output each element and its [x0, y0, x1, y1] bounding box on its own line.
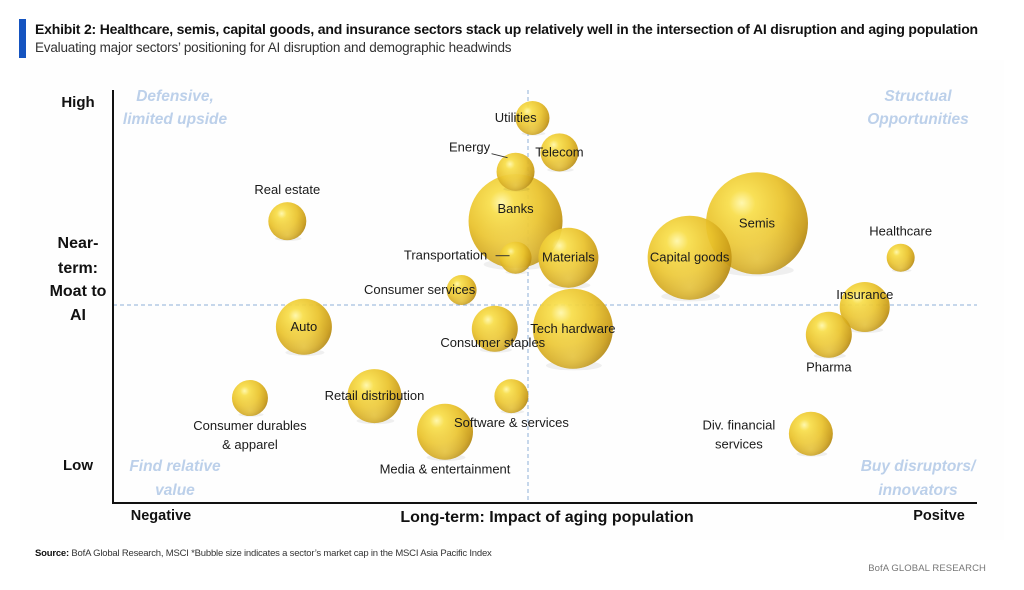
bubble-label-consumer-staples: Consumer staples: [440, 335, 545, 350]
bubble-label-text: Div. financial: [703, 418, 776, 433]
bubble-consumer-staples: [471, 305, 518, 353]
bubble-materials: [538, 227, 599, 289]
bubble-transportation: [499, 241, 532, 275]
bubble-label-text: Insurance: [836, 287, 893, 302]
y-axis-label-line: AI: [70, 307, 86, 324]
bubble-energy: [496, 152, 535, 192]
x-axis-label: Long-term: Impact of aging population: [400, 509, 693, 526]
bubble-label-text: Energy: [449, 140, 491, 155]
bubble-label-semis: Semis: [739, 215, 776, 230]
bubble-label-text: Real estate: [254, 182, 320, 197]
bubble-label-text: services: [715, 437, 763, 452]
bubble-insurance: [839, 281, 890, 333]
chart-title: Exhibit 2: Healthcare, semis, capital go…: [35, 21, 978, 37]
bubble-healthcare: [886, 243, 915, 273]
y-axis-label-line: Near-: [58, 235, 99, 252]
bubble-label-text: Pharma: [806, 360, 852, 375]
bubble-telecom: [540, 133, 579, 173]
quadrant-label-bottom-left: Find relative: [129, 458, 221, 475]
quadrant-label-bottom-right: Buy disruptors/: [861, 458, 977, 475]
bubble-retail-distribution: [347, 369, 402, 425]
quadrant-label-top-left: limited upside: [123, 111, 228, 128]
bubble-label-media-entertainment: Media & entertainment: [380, 462, 511, 477]
bubble-consumer-durables-apparel: [231, 380, 268, 417]
bubble-real-estate: [268, 202, 307, 241]
quadrant-label-top-right: Opportunities: [867, 111, 969, 128]
bubble-label-auto: Auto: [291, 319, 318, 334]
bubble-label-insurance: Insurance: [836, 287, 893, 302]
bubble-label-energy: Energy: [449, 140, 508, 159]
bubble-label-materials: Materials: [542, 250, 595, 265]
bubble-label-text: Transportation: [404, 248, 487, 263]
x-tick-negative: Negative: [131, 508, 191, 524]
bubble-label-text: Auto: [291, 319, 318, 334]
bubble-semis: [705, 172, 808, 277]
bubble-label-text: Utilities: [495, 110, 537, 125]
bubble-label-text: Healthcare: [869, 224, 932, 239]
bubble-label-consumer-services: Consumer services: [364, 282, 476, 297]
bubble-label-telecom: Telecom: [535, 144, 583, 159]
quadrant-label-bottom-right: innovators: [878, 482, 958, 499]
bubble-label-text: & apparel: [222, 437, 278, 452]
bubble-label-text: Telecom: [535, 144, 583, 159]
brand-footer: BofA GLOBAL RESEARCH: [868, 563, 986, 574]
bubble-label-retail-distribution: Retail distribution: [325, 388, 425, 403]
chart-subtitle: Evaluating major sectors’ positioning fo…: [35, 40, 512, 55]
quadrant-label-top-left: Defensive,: [136, 88, 214, 105]
quadrant-label-top-right: Structual: [884, 88, 952, 105]
bubble-label-text: Semis: [739, 215, 776, 230]
bubble-label-utilities: Utilities: [495, 110, 537, 125]
bubble-label-banks: Banks: [497, 201, 534, 216]
bubble-auto: [275, 298, 332, 356]
bubble-label-pharma: Pharma: [806, 360, 852, 375]
bubble-label-healthcare: Healthcare: [869, 224, 932, 239]
bubble-label-text: Retail distribution: [325, 388, 425, 403]
x-tick-positive: Positve: [913, 508, 965, 524]
bubble-media-entertainment: [417, 403, 473, 461]
y-axis-label: Near-term: Moat to AI: [50, 235, 107, 324]
y-axis-label-line: term:: [58, 260, 98, 277]
bubble-tech-hardware: [532, 288, 613, 371]
bubble-label-text: Banks: [497, 201, 534, 216]
bubble-label-consumer-durables-apparel: Consumer durables & apparel: [193, 418, 307, 452]
bubble-label-text: Consumer durables: [193, 418, 307, 433]
source-label: Source:: [35, 548, 69, 559]
bubble-label-text: Capital goods: [650, 250, 730, 265]
source-text: BofA Global Research, MSCI *Bubble size …: [68, 548, 492, 559]
bubble-label-text: Software & services: [454, 415, 569, 430]
bubble-label-text: Consumer services: [364, 282, 476, 297]
bubble-label-real-estate: Real estate: [254, 182, 320, 197]
y-axis-label-line: Moat to: [50, 283, 107, 300]
quadrant-label-bottom-left: value: [155, 482, 195, 499]
bubble-label-capital-goods: Capital goods: [650, 250, 730, 265]
bubble-utilities: [515, 100, 550, 136]
y-tick-low: Low: [63, 457, 93, 474]
bubble-label-tech-hardware: Tech hardware: [530, 321, 615, 336]
bubble-div-financial-services: [788, 411, 833, 457]
bubble-label-text: Consumer staples: [440, 335, 545, 350]
bubble-label-transportation: Transportation: [404, 248, 510, 263]
title-accent-bar: [19, 19, 26, 58]
bubble-label-div-financial-services: Div. financial services: [703, 418, 776, 452]
bubble-label-text: Tech hardware: [530, 321, 615, 336]
bubble-label-software-services: Software & services: [454, 415, 569, 430]
bubble-pharma: [805, 311, 852, 359]
bubble-capital-goods: [647, 215, 732, 302]
source-note: Source: BofA Global Research, MSCI *Bubb…: [35, 548, 492, 559]
bubble-software-services: [494, 379, 529, 414]
bubble-label-text: Media & entertainment: [380, 462, 511, 477]
y-tick-high: High: [61, 94, 94, 111]
bubble-label-text: Materials: [542, 250, 595, 265]
bubble-banks: [468, 174, 563, 271]
chart-background: [20, 60, 1004, 540]
bubble-consumer-services: [446, 274, 477, 306]
